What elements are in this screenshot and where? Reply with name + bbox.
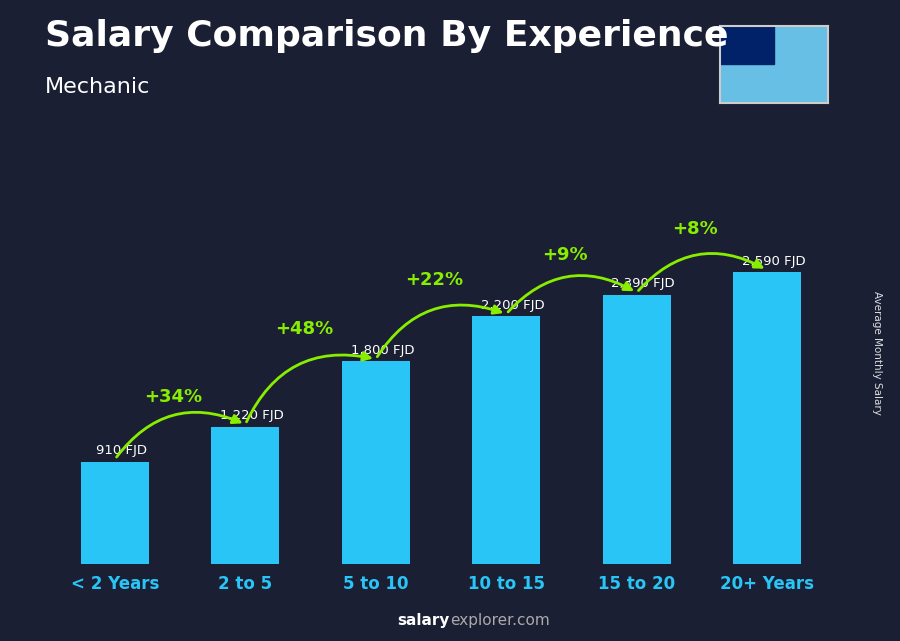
Text: salary: salary: [398, 613, 450, 628]
Text: explorer.com: explorer.com: [450, 613, 550, 628]
Text: Salary Comparison By Experience: Salary Comparison By Experience: [45, 19, 728, 53]
Text: +22%: +22%: [405, 271, 464, 289]
Text: +48%: +48%: [274, 320, 333, 338]
Bar: [603, 295, 670, 564]
Text: +9%: +9%: [542, 246, 588, 264]
Text: Mechanic: Mechanic: [45, 77, 150, 97]
Text: Average Monthly Salary: Average Monthly Salary: [872, 290, 883, 415]
Text: +34%: +34%: [145, 388, 202, 406]
Text: 2,390 FJD: 2,390 FJD: [611, 278, 675, 290]
Text: 1,220 FJD: 1,220 FJD: [220, 409, 284, 422]
Text: 910 FJD: 910 FJD: [96, 444, 147, 457]
Bar: [720, 26, 774, 64]
Bar: [212, 427, 279, 564]
Text: 2,200 FJD: 2,200 FJD: [481, 299, 544, 312]
Text: 1,800 FJD: 1,800 FJD: [351, 344, 414, 357]
Bar: [734, 272, 801, 564]
Bar: [342, 362, 410, 564]
Bar: [81, 462, 148, 564]
Text: +8%: +8%: [672, 221, 718, 238]
Text: 2,590 FJD: 2,590 FJD: [742, 254, 806, 268]
Bar: [472, 316, 540, 564]
